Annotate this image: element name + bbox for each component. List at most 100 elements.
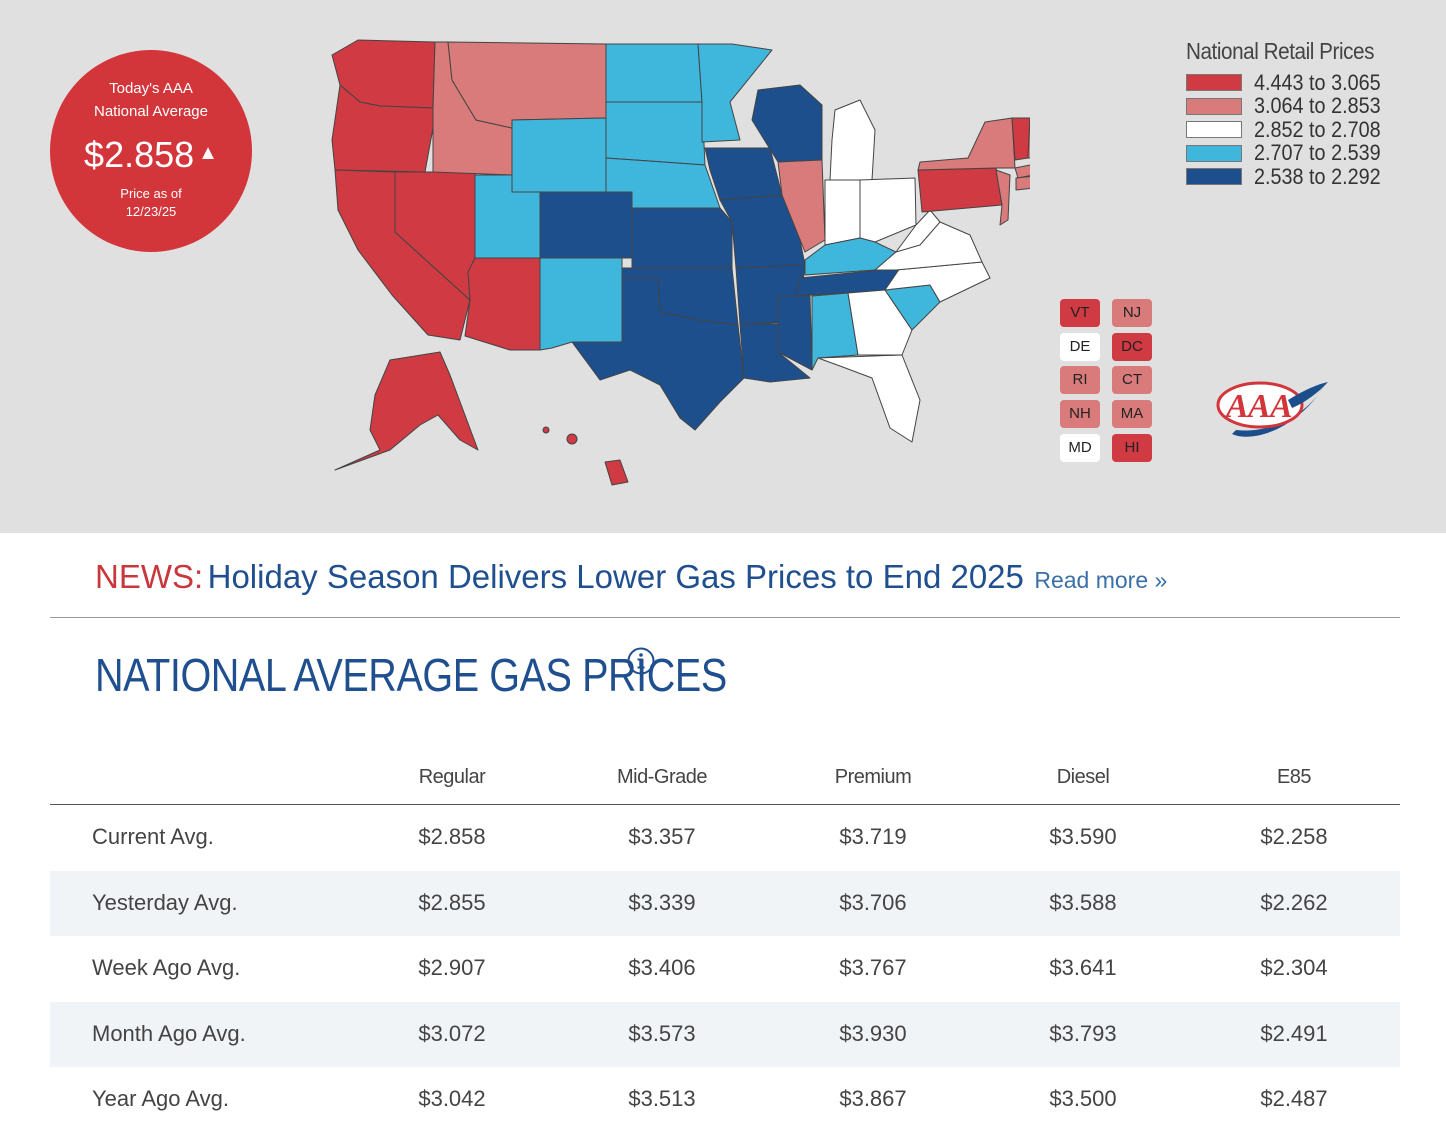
state-sd[interactable] (605, 101, 706, 166)
column-header-premium: Premium (834, 766, 912, 788)
state-pa[interactable] (917, 167, 1003, 213)
national-average-badge: Today's AAA National Average $2.858 ▲ Pri… (50, 50, 252, 252)
price-as-of-label: Price as of (120, 186, 182, 201)
national-average-label-line1: Today's AAA (109, 80, 193, 97)
price-cell-regular: $2.907 (418, 955, 486, 980)
national-average-price-row: $2.858 ▲ (50, 132, 252, 176)
state-nh[interactable] (1027, 112, 1030, 159)
page-title: NATIONAL AVERAGE GAS PRICES (95, 649, 727, 701)
state-mi[interactable] (829, 99, 876, 181)
price-cell-premium: $3.706 (839, 889, 907, 915)
svg-text:A: A (1246, 388, 1271, 425)
price-as-of-date: 12/23/25 (125, 204, 177, 219)
price-cell-premium: $3.867 (839, 1086, 907, 1111)
state-box-ri[interactable]: RI (1060, 366, 1100, 394)
state-oh[interactable] (859, 177, 917, 243)
state-ct[interactable] (1015, 176, 1030, 191)
state-box-ma[interactable]: MA (1112, 400, 1152, 428)
state-nm[interactable] (539, 257, 623, 351)
table-row: Current Avg. $2.858 $3.357 $3.719 $3.590… (50, 805, 1400, 871)
state-ma[interactable] (1014, 162, 1030, 179)
price-cell-regular: $2.855 (418, 889, 486, 915)
price-cell-diesel: $3.793 (1049, 1020, 1117, 1046)
legend-item: 2.707 to 2.539 (1186, 140, 1426, 165)
price-legend: National Retail Prices 4.443 to 3.065 3.… (1186, 38, 1426, 189)
row-label: Yesterday Avg. (92, 889, 238, 915)
state-hi-island[interactable] (542, 426, 550, 434)
state-il[interactable] (777, 159, 826, 253)
state-ky[interactable] (804, 237, 897, 276)
state-ks[interactable] (631, 207, 733, 269)
price-cell-regular: $3.072 (418, 1020, 486, 1046)
state-nd[interactable] (605, 43, 703, 103)
price-cell-e85: $2.258 (1260, 824, 1328, 849)
state-box-de[interactable]: DE (1060, 333, 1100, 361)
state-box-nh[interactable]: NH (1060, 400, 1100, 428)
price-cell-diesel: $3.641 (1049, 955, 1117, 980)
aaa-logo: A A A (1216, 381, 1328, 437)
news-label: NEWS: (95, 558, 204, 595)
price-cell-mid-grade: $3.406 (628, 955, 696, 980)
legend-swatch (1186, 74, 1242, 92)
map-section: Today's AAA National Average $2.858 ▲ Pri… (0, 0, 1446, 533)
state-box-hi[interactable]: HI (1112, 434, 1152, 462)
legend-item-label: 4.443 to 3.065 (1254, 69, 1381, 95)
state-az[interactable] (464, 257, 541, 351)
price-cell-premium: $3.719 (839, 824, 907, 849)
gas-prices-table: Regular Mid-Grade Premium Diesel E85 Cur… (50, 752, 1400, 1133)
state-box-vt[interactable]: VT (1060, 299, 1100, 327)
state-tx[interactable] (571, 277, 745, 431)
row-label: Month Ago Avg. (92, 1020, 246, 1046)
state-al[interactable] (811, 292, 859, 371)
news-banner: NEWS: Holiday Season Delivers Lower Gas … (95, 558, 1167, 596)
us-states-map[interactable] (300, 30, 1030, 500)
state-mn[interactable] (697, 43, 773, 143)
row-label: Current Avg. (92, 824, 214, 849)
price-cell-mid-grade: $3.513 (628, 1086, 696, 1111)
column-header-diesel: Diesel (1056, 766, 1110, 788)
state-nc[interactable] (884, 261, 991, 303)
state-co[interactable] (539, 191, 633, 259)
price-cell-diesel: $3.590 (1049, 824, 1117, 849)
price-cell-e85: $2.491 (1260, 1020, 1328, 1046)
info-icon[interactable] (626, 646, 656, 676)
legend-item: 2.538 to 2.292 (1186, 163, 1426, 189)
state-fl[interactable] (817, 354, 921, 443)
price-cell-mid-grade: $3.357 (628, 824, 696, 849)
legend-item-label: 3.064 to 2.853 (1254, 93, 1381, 119)
state-hi[interactable] (604, 459, 629, 486)
price-cell-e85: $2.487 (1260, 1086, 1328, 1111)
read-more-link[interactable]: Read more » (1034, 567, 1168, 593)
row-label: Year Ago Avg. (92, 1086, 230, 1111)
state-ga[interactable] (847, 289, 913, 356)
svg-text:A: A (1224, 388, 1249, 425)
price-cell-premium: $3.930 (839, 1020, 907, 1046)
price-cell-diesel: $3.588 (1049, 889, 1117, 915)
legend-swatch (1186, 97, 1242, 115)
column-header-regular: Regular (418, 766, 486, 788)
column-header-e85: E85 (1276, 766, 1312, 788)
state-box-dc[interactable]: DC (1112, 333, 1152, 361)
state-box-md[interactable]: MD (1060, 434, 1100, 462)
state-nj[interactable] (995, 169, 1011, 226)
state-ny[interactable] (917, 117, 1016, 171)
divider (50, 617, 1400, 618)
state-hi-island[interactable] (566, 433, 578, 445)
state-wv[interactable] (895, 209, 941, 253)
state-in[interactable] (824, 179, 861, 246)
price-cell-e85: $2.262 (1260, 889, 1328, 915)
state-ak[interactable] (334, 351, 479, 471)
legend-swatch (1186, 144, 1242, 162)
table-row: Month Ago Avg. $3.072 $3.573 $3.930 $3.7… (50, 1001, 1400, 1067)
legend-item-label: 2.538 to 2.292 (1254, 163, 1381, 189)
news-headline[interactable]: Holiday Season Delivers Lower Gas Prices… (207, 558, 1024, 595)
state-box-ct[interactable]: CT (1112, 366, 1152, 394)
legend-item: 3.064 to 2.853 (1186, 93, 1426, 119)
state-box-nj[interactable]: NJ (1112, 299, 1152, 327)
column-header-mid-grade: Mid-Grade (617, 766, 707, 788)
national-average-price: $2.858 (84, 134, 195, 175)
state-wy[interactable] (511, 117, 607, 193)
state-vt[interactable] (1011, 117, 1030, 161)
price-cell-premium: $3.767 (839, 955, 907, 980)
state-ia[interactable] (704, 147, 783, 201)
